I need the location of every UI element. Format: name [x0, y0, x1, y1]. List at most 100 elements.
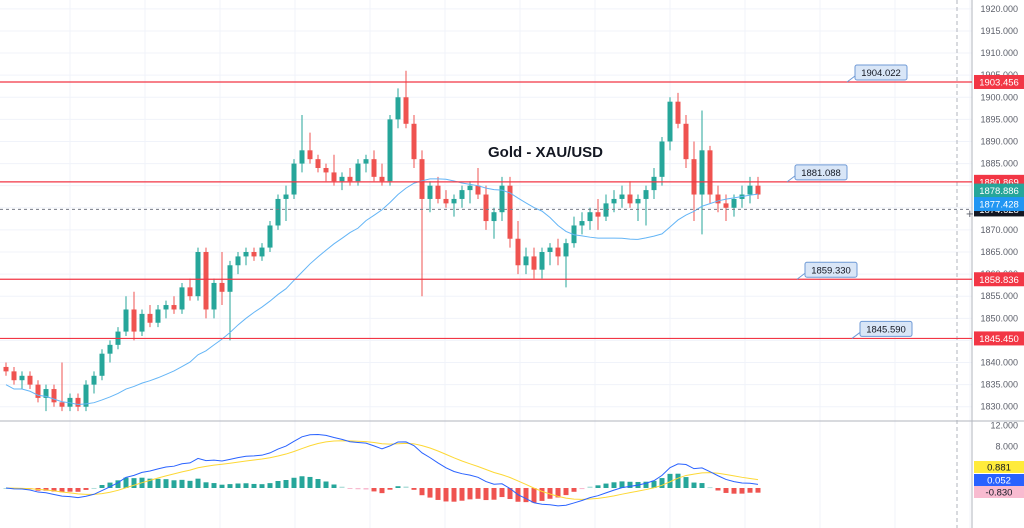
- level-price-label: 1880.869: [979, 177, 1019, 188]
- candle-body: [499, 185, 505, 213]
- macd-histogram-bar: [211, 483, 217, 488]
- candle-body: [387, 119, 393, 182]
- candle-body: [611, 198, 617, 204]
- macd-histogram-bar: [475, 488, 481, 499]
- macd-tick-label: 12.000: [990, 421, 1018, 431]
- level-price-label: 1845.450: [979, 334, 1019, 345]
- macd-histogram-bar: [531, 488, 537, 503]
- macd-histogram-bar: [667, 473, 673, 488]
- macd-histogram-bar: [203, 482, 209, 488]
- candle-body: [675, 101, 681, 124]
- candle-body: [563, 243, 569, 257]
- candle-body: [443, 198, 449, 204]
- candle-body: [707, 150, 713, 195]
- candle-body: [59, 402, 65, 407]
- level-price-tag: [974, 74, 1024, 89]
- price-tick-label: 1895.000: [980, 114, 1018, 124]
- price-tick-label: 1910.000: [980, 48, 1018, 58]
- macd-tag-label: 0.881: [987, 463, 1011, 474]
- candle-body: [547, 247, 553, 252]
- candle-body: [163, 305, 169, 310]
- candle-body: [371, 159, 377, 177]
- macd-histogram-bar: [275, 481, 281, 488]
- price-tick-label: 1850.000: [980, 313, 1018, 323]
- macd-histogram-bar: [283, 480, 289, 488]
- candle-body: [507, 185, 513, 239]
- macd-histogram-bar: [163, 479, 169, 488]
- crosshair-icon[interactable]: +: [966, 206, 974, 221]
- price-tag: [974, 197, 1024, 212]
- macd-histogram-bar: [195, 478, 201, 488]
- candle-body: [35, 384, 41, 398]
- candle-body: [259, 247, 265, 257]
- macd-histogram-bar: [651, 480, 657, 488]
- candle-body: [235, 256, 241, 266]
- macd-histogram-bar: [115, 480, 121, 488]
- candle-body: [363, 159, 369, 164]
- macd-histogram-bar: [123, 477, 129, 488]
- candle-body: [715, 194, 721, 204]
- macd-histogram-bar: [363, 488, 369, 490]
- candle-body: [323, 168, 329, 173]
- macd-histogram-bar: [99, 485, 105, 488]
- macd-histogram-bar: [59, 488, 65, 493]
- macd-histogram-bar: [387, 488, 393, 490]
- price-tick-label: 1830.000: [980, 402, 1018, 412]
- macd-histogram-bar: [75, 488, 81, 492]
- candle-body: [203, 252, 209, 310]
- candle-body: [195, 252, 201, 297]
- macd-histogram-bar: [339, 486, 345, 488]
- candle-body: [403, 97, 409, 124]
- macd-histogram-bar: [699, 483, 705, 488]
- macd-histogram-bar: [91, 487, 97, 489]
- candle-body: [539, 252, 545, 270]
- candle-body: [475, 185, 481, 195]
- candle-body: [243, 252, 249, 257]
- chart-title: Gold - XAU/USD: [488, 144, 603, 161]
- macd-histogram-bar: [411, 488, 417, 490]
- price-tick-label: 1835.000: [980, 380, 1018, 390]
- price-tag: [974, 183, 1024, 198]
- candle-body: [411, 123, 417, 160]
- moving-average-line: [5, 178, 759, 406]
- candle-body: [395, 97, 401, 120]
- candle-body: [435, 185, 441, 199]
- candle-body: [515, 238, 521, 266]
- level-callout-label: 1845.590: [866, 324, 906, 335]
- macd-histogram-bar: [419, 488, 425, 496]
- macd-histogram-bar: [563, 488, 569, 496]
- candle-body: [211, 282, 217, 310]
- candle-body: [83, 384, 89, 407]
- candle-body: [459, 190, 465, 199]
- candle-body: [555, 247, 561, 257]
- macd-histogram-bar: [219, 484, 225, 488]
- candle-body: [723, 203, 729, 208]
- macd-histogram-bar: [571, 488, 577, 492]
- macd-histogram-bar: [523, 488, 529, 503]
- macd-histogram-bar: [147, 478, 153, 488]
- macd-histogram-bar: [371, 488, 377, 492]
- level-price-tag: [974, 272, 1024, 287]
- price-tick-label: 1915.000: [980, 26, 1018, 36]
- macd-histogram-bar: [347, 488, 353, 489]
- candle-body: [251, 252, 257, 257]
- candle-body: [299, 150, 305, 164]
- macd-histogram-bar: [67, 488, 73, 492]
- level-callout: [859, 320, 913, 337]
- macd-histogram-bar: [171, 480, 177, 488]
- candle-body: [275, 198, 281, 226]
- price-tick-label: 1855.000: [980, 291, 1018, 301]
- macd-histogram-bar: [467, 488, 473, 500]
- macd-histogram-bar: [603, 483, 609, 488]
- candle-body: [139, 313, 145, 332]
- macd-histogram-bar: [619, 481, 625, 488]
- candle-body: [651, 176, 657, 191]
- candle-body: [179, 287, 185, 310]
- candle-body: [483, 194, 489, 222]
- macd-histogram-bar: [323, 481, 329, 488]
- macd-histogram-bar: [243, 483, 249, 488]
- candle-body: [627, 194, 633, 204]
- level-callout-label: 1881.088: [801, 168, 841, 179]
- macd-histogram-bar: [731, 488, 737, 494]
- macd-histogram-bar: [547, 488, 553, 499]
